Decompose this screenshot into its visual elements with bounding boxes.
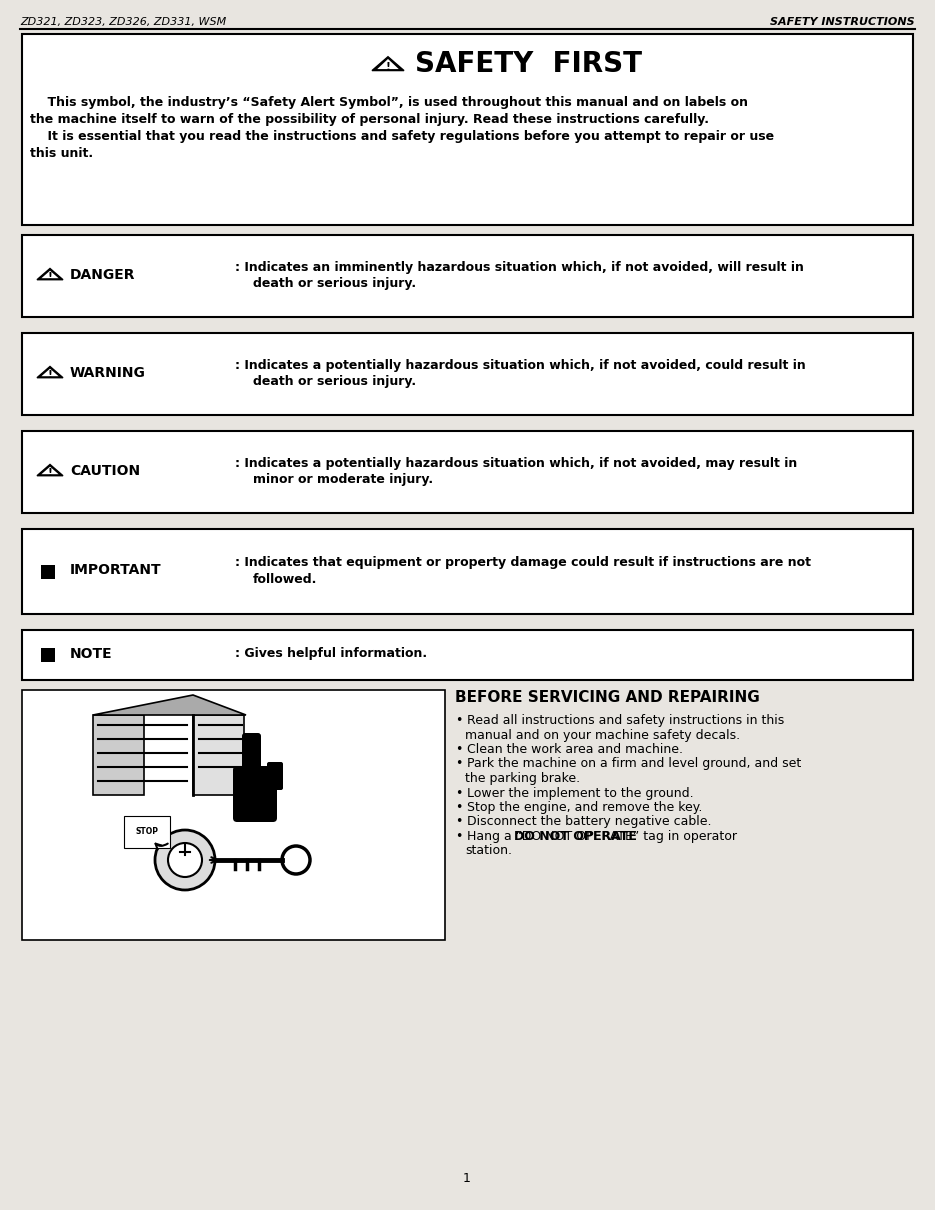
Polygon shape [372,57,404,70]
Text: : Gives helpful information.: : Gives helpful information. [235,647,427,661]
Text: IMPORTANT: IMPORTANT [70,564,162,577]
Text: death or serious injury.: death or serious injury. [253,277,416,290]
Text: •: • [455,786,463,800]
Text: •: • [455,801,463,814]
FancyBboxPatch shape [22,235,913,317]
Text: death or serious injury.: death or serious injury. [253,375,416,388]
Text: : Indicates a potentially hazardous situation which, if not avoided, could resul: : Indicates a potentially hazardous situ… [235,358,806,371]
Polygon shape [37,269,63,280]
Text: •: • [455,816,463,829]
Text: Lower the implement to the ground.: Lower the implement to the ground. [467,786,694,800]
Text: the machine itself to warn of the possibility of personal injury. Read these ins: the machine itself to warn of the possib… [30,113,709,126]
Text: Clean the work area and machine.: Clean the work area and machine. [467,743,683,756]
Polygon shape [41,271,59,278]
Text: Hang a “DO NOT OPERATE” tag in operator: Hang a “DO NOT OPERATE” tag in operator [467,830,737,843]
Text: WARNING: WARNING [70,365,146,380]
Text: : Indicates an imminently hazardous situation which, if not avoided, will result: : Indicates an imminently hazardous situ… [235,260,804,273]
Text: DANGER: DANGER [70,267,136,282]
Text: Park the machine on a firm and level ground, and set: Park the machine on a firm and level gro… [467,757,801,771]
Circle shape [168,843,202,877]
Text: This symbol, the industry’s “Safety Alert Symbol”, is used throughout this manua: This symbol, the industry’s “Safety Aler… [30,96,748,109]
FancyBboxPatch shape [22,630,913,680]
Text: !: ! [48,271,52,282]
Text: STOP: STOP [136,828,159,836]
Text: !: ! [48,369,52,380]
Text: SAFETY  FIRST: SAFETY FIRST [415,50,642,77]
FancyBboxPatch shape [22,333,913,415]
Text: minor or moderate injury.: minor or moderate injury. [253,473,433,486]
Polygon shape [37,367,63,378]
Text: Disconnect the battery negative cable.: Disconnect the battery negative cable. [467,816,712,829]
Text: ZD321, ZD323, ZD326, ZD331, WSM: ZD321, ZD323, ZD326, ZD331, WSM [20,17,226,27]
FancyBboxPatch shape [22,34,913,225]
Text: •: • [455,743,463,756]
Text: It is essential that you read the instructions and safety regulations before you: It is essential that you read the instru… [30,129,774,143]
Text: !: ! [385,62,391,71]
Text: •: • [455,830,463,843]
Text: station.: station. [465,845,512,858]
Polygon shape [41,467,59,474]
Text: •: • [455,757,463,771]
Bar [41,565,55,578]
FancyBboxPatch shape [193,715,244,795]
Polygon shape [41,369,59,376]
Circle shape [155,830,215,891]
Text: 1: 1 [463,1172,471,1185]
FancyBboxPatch shape [22,690,445,940]
FancyBboxPatch shape [267,762,283,790]
Text: DO NOT OPERATE: DO NOT OPERATE [514,830,637,843]
Text: Read all instructions and safety instructions in this: Read all instructions and safety instruc… [467,714,784,727]
Text: BEFORE SERVICING AND REPAIRING: BEFORE SERVICING AND REPAIRING [455,690,760,705]
Text: •: • [455,714,463,727]
FancyBboxPatch shape [242,733,261,777]
Polygon shape [377,59,398,69]
Text: !: ! [48,467,52,478]
Text: : Indicates a potentially hazardous situation which, if not avoided, may result : : Indicates a potentially hazardous situ… [235,456,798,469]
Text: manual and on your machine safety decals.: manual and on your machine safety decals… [465,728,741,742]
Bar [41,649,55,662]
FancyBboxPatch shape [93,715,144,795]
Text: CAUTION: CAUTION [70,463,140,478]
Polygon shape [37,465,63,476]
Text: SAFETY INSTRUCTIONS: SAFETY INSTRUCTIONS [770,17,915,27]
FancyBboxPatch shape [22,431,913,513]
Text: this unit.: this unit. [30,146,94,160]
Text: NOTE: NOTE [70,647,112,661]
Text: Stop the engine, and remove the key.: Stop the engine, and remove the key. [467,801,702,814]
Polygon shape [93,695,246,715]
FancyBboxPatch shape [22,529,913,613]
Text: the parking brake.: the parking brake. [465,772,580,785]
FancyBboxPatch shape [233,766,277,822]
Text: followed.: followed. [253,574,317,586]
Text: : Indicates that equipment or property damage could result if instructions are n: : Indicates that equipment or property d… [235,557,811,569]
